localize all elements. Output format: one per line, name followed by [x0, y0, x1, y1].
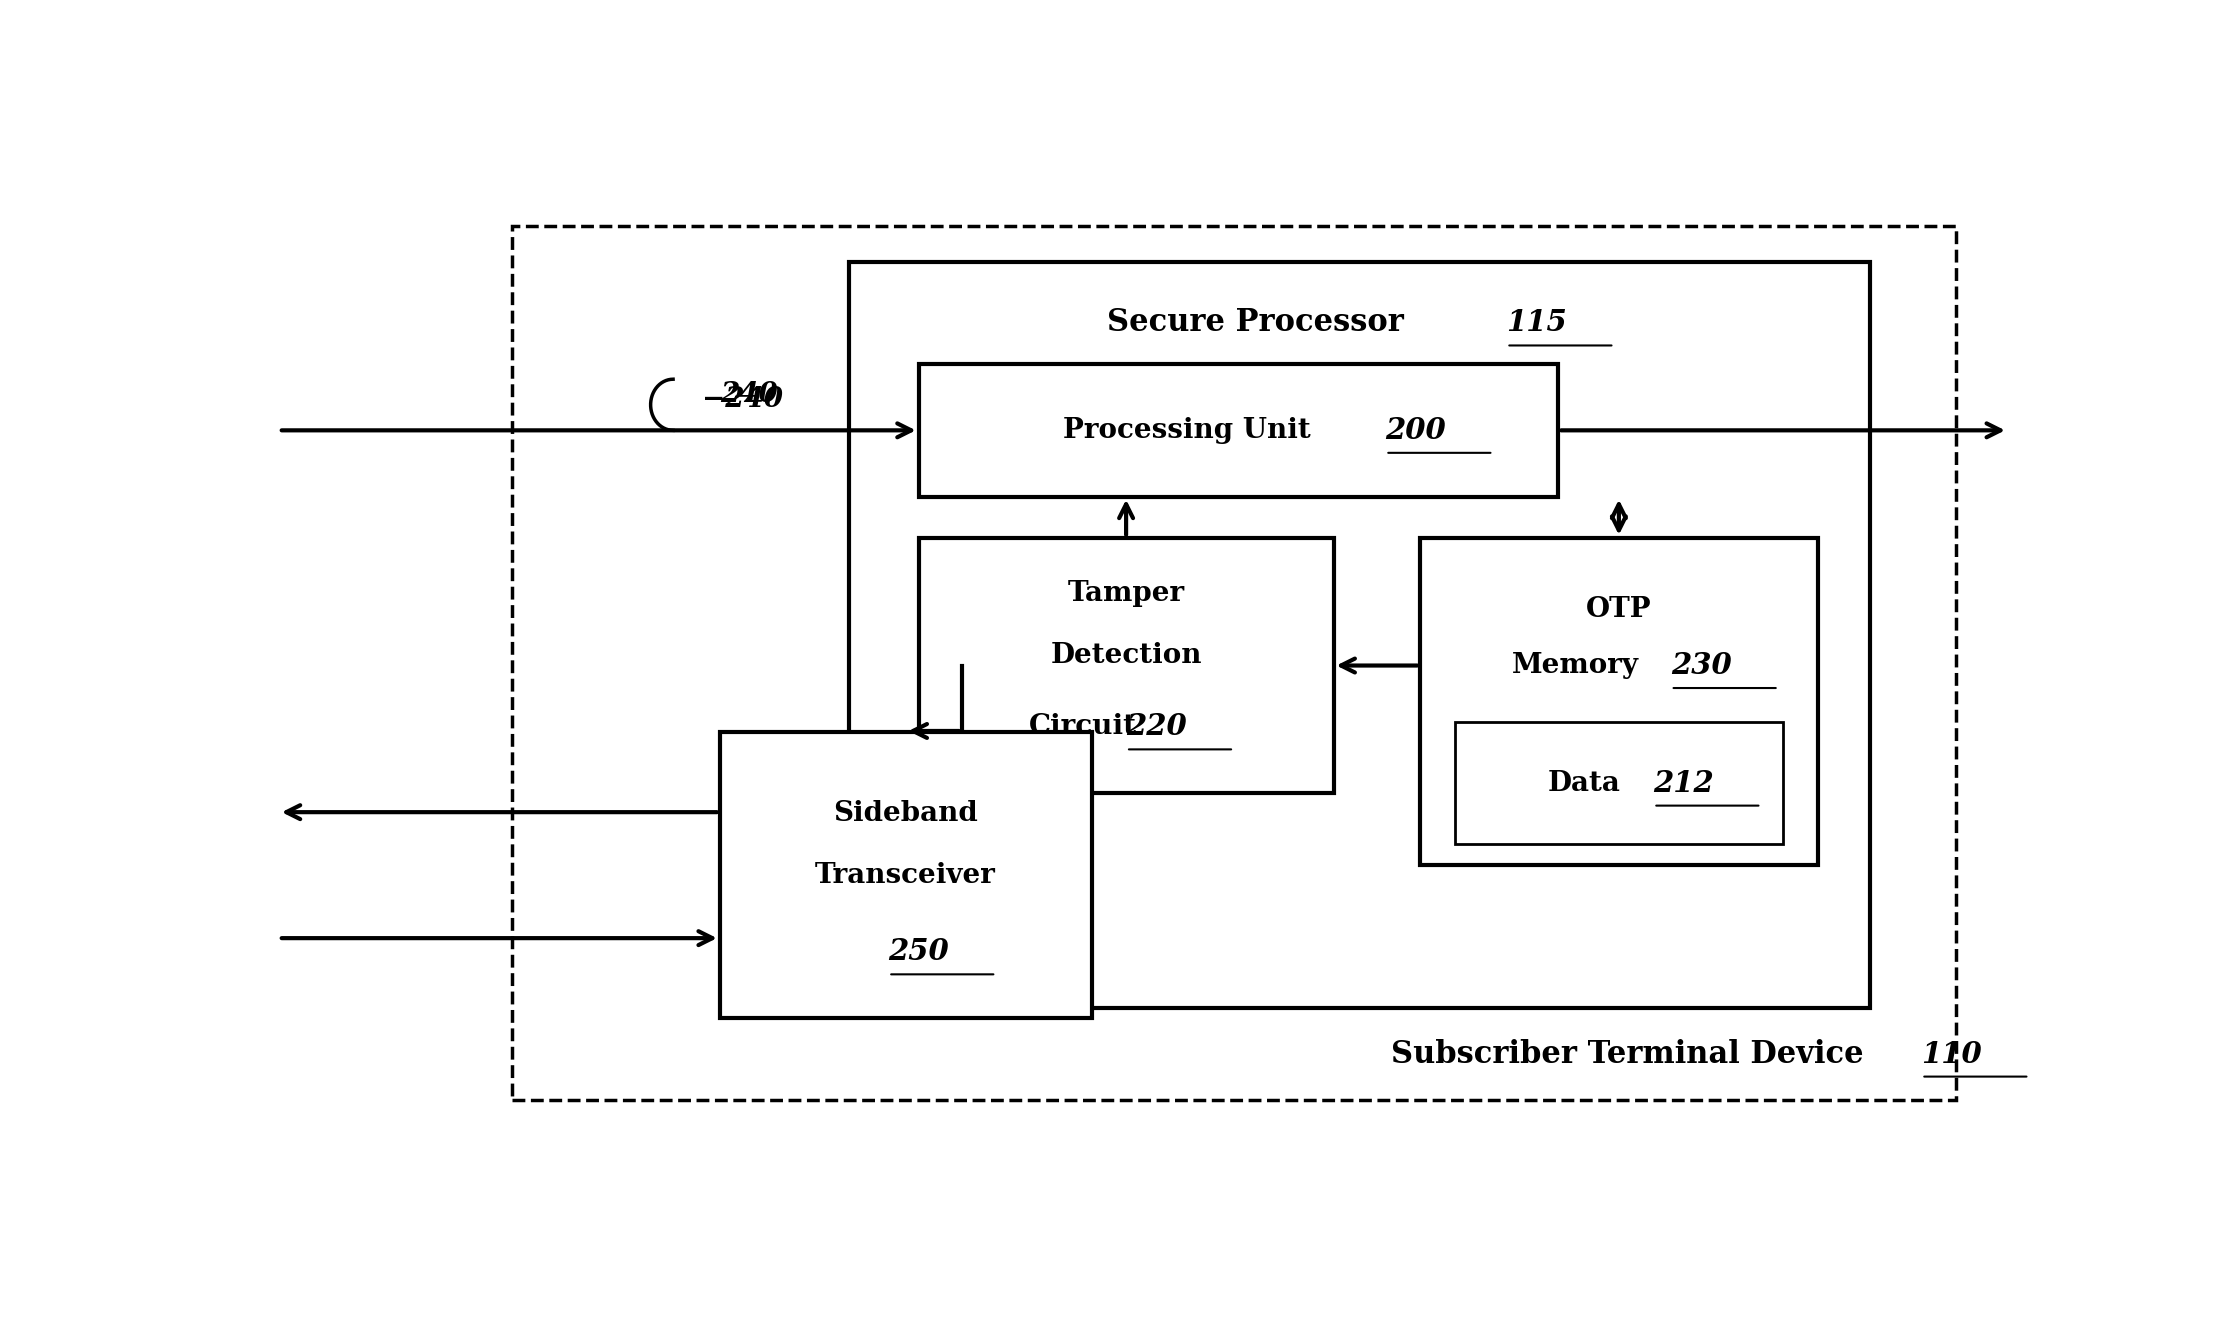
Text: 115: 115: [1506, 308, 1566, 337]
Bar: [1455, 721, 1783, 845]
Text: 230: 230: [1671, 651, 1731, 680]
Text: Data: Data: [1548, 770, 1620, 797]
Text: −240: −240: [703, 386, 783, 413]
Text: Detection: Detection: [1051, 641, 1203, 669]
Text: 110: 110: [1921, 1040, 1981, 1069]
Bar: [919, 538, 1334, 793]
Text: Sideband: Sideband: [832, 801, 977, 827]
Bar: [721, 732, 1091, 1019]
Text: 220: 220: [1127, 712, 1187, 741]
Text: 250: 250: [888, 938, 948, 967]
Text: 212: 212: [1653, 769, 1713, 798]
Text: Tamper: Tamper: [1069, 580, 1185, 607]
Bar: [919, 364, 1557, 497]
Text: Memory: Memory: [1513, 652, 1640, 679]
Text: Transceiver: Transceiver: [814, 862, 995, 888]
Text: Processing Unit: Processing Unit: [1062, 417, 1310, 444]
Text: Subscriber Terminal Device: Subscriber Terminal Device: [1392, 1038, 1863, 1069]
Bar: [513, 226, 1957, 1100]
Text: 200: 200: [1385, 416, 1446, 445]
Text: 240: 240: [721, 381, 779, 408]
Bar: [850, 262, 1870, 1008]
Text: Circuit: Circuit: [1028, 713, 1138, 741]
Text: Secure Processor: Secure Processor: [1107, 308, 1403, 339]
Text: OTP: OTP: [1586, 596, 1651, 623]
Bar: [1421, 538, 1818, 865]
